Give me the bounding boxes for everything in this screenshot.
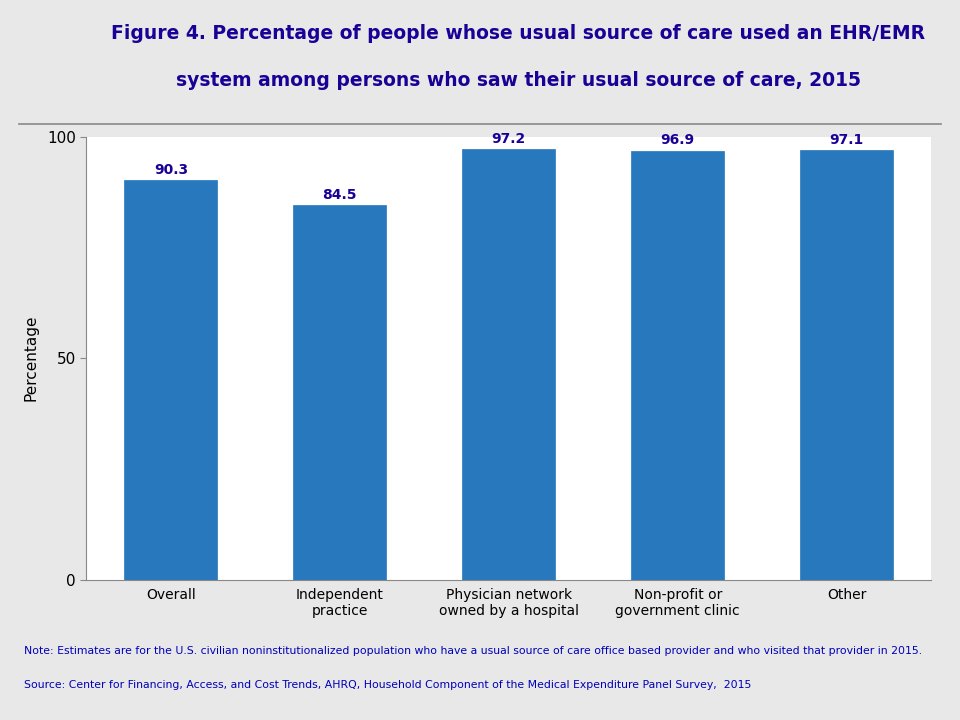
Y-axis label: Percentage: Percentage [24,315,38,402]
Text: 97.1: 97.1 [829,132,864,147]
Text: 97.2: 97.2 [492,132,526,146]
Text: 96.9: 96.9 [660,133,695,148]
Bar [801,150,893,580]
Text: Note: Estimates are for the U.S. civilian noninstitutionalized population who ha: Note: Estimates are for the U.S. civilia… [24,647,923,657]
Text: Figure 4. Percentage of people whose usual source of care used an EHR/EMR: Figure 4. Percentage of people whose usu… [111,24,925,43]
Text: 90.3: 90.3 [154,163,188,176]
Bar [632,150,724,580]
Text: Source: Center for Financing, Access, and Cost Trends, AHRQ, Household Component: Source: Center for Financing, Access, an… [24,680,752,690]
Text: system among persons who saw their usual source of care, 2015: system among persons who saw their usual… [176,71,861,90]
Bar [294,205,386,580]
Text: 84.5: 84.5 [323,189,357,202]
Bar [463,149,555,580]
Bar [125,180,217,580]
